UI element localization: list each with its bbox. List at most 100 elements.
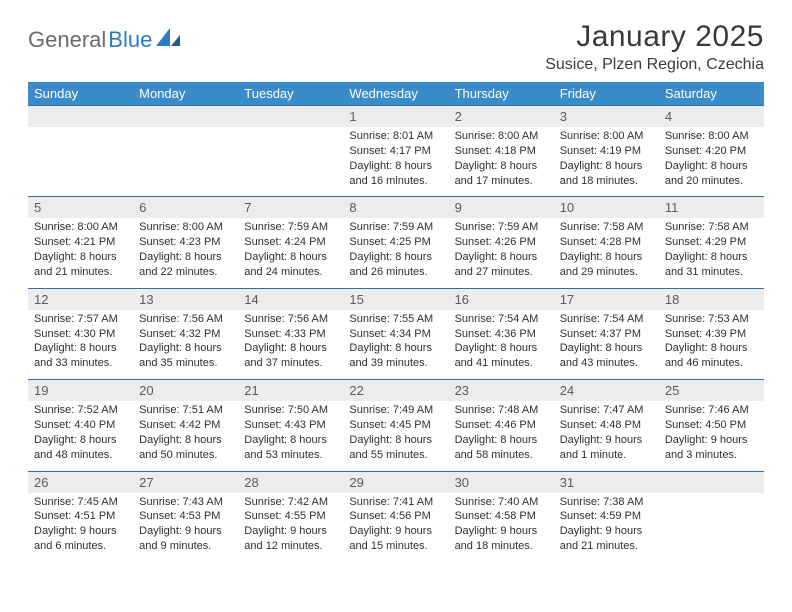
day-number-cell: 20: [133, 380, 238, 402]
day-body-cell: Sunrise: 7:54 AMSunset: 4:37 PMDaylight:…: [554, 310, 659, 380]
daylight-text: Daylight: 9 hours: [560, 524, 653, 539]
daylight-text: Daylight: 8 hours: [34, 341, 127, 356]
logo-word-2: Blue: [108, 27, 152, 53]
daylight-text: and 37 minutes.: [244, 356, 337, 371]
sunset-text: Sunset: 4:34 PM: [349, 327, 442, 342]
sunset-text: Sunset: 4:25 PM: [349, 235, 442, 250]
daylight-text: Daylight: 8 hours: [455, 341, 548, 356]
dow-wed: Wednesday: [343, 82, 448, 106]
page: GeneralBlue January 2025 Susice, Plzen R…: [0, 0, 792, 582]
sunrise-text: Sunrise: 7:55 AM: [349, 312, 442, 327]
day-body-cell: Sunrise: 7:59 AMSunset: 4:25 PMDaylight:…: [343, 218, 448, 288]
day-body-cell: Sunrise: 7:54 AMSunset: 4:36 PMDaylight:…: [449, 310, 554, 380]
day-number: 31: [560, 475, 574, 490]
dow-tue: Tuesday: [238, 82, 343, 106]
day-number-cell: 22: [343, 380, 448, 402]
day-body-cell: Sunrise: 7:43 AMSunset: 4:53 PMDaylight:…: [133, 493, 238, 562]
day-number-cell: 8: [343, 197, 448, 219]
day-number: 30: [455, 475, 469, 490]
day-number-cell: 31: [554, 471, 659, 493]
sunrise-text: Sunrise: 7:52 AM: [34, 403, 127, 418]
day-number-cell: 7: [238, 197, 343, 219]
day-number-cell: 13: [133, 288, 238, 310]
week-body-row: Sunrise: 7:52 AMSunset: 4:40 PM Daylight:…: [28, 401, 764, 471]
sunset-text: Sunset: 4:33 PM: [244, 327, 337, 342]
daylight-text: Daylight: 8 hours: [349, 433, 442, 448]
week-body-row: Sunrise: 8:01 AMSunset: 4:17 PMDaylight:…: [28, 127, 764, 197]
day-body-cell: Sunrise: 7:52 AMSunset: 4:40 PMDaylight:…: [28, 401, 133, 471]
daylight-text: and 1 minute.: [560, 448, 653, 463]
logo-sail-icon: [156, 26, 182, 53]
day-number: 3: [560, 109, 567, 124]
sunrise-text: Sunrise: 8:00 AM: [455, 129, 548, 144]
daylight-text: Daylight: 8 hours: [665, 159, 758, 174]
daylight-text: Daylight: 9 hours: [349, 524, 442, 539]
day-number: 2: [455, 109, 462, 124]
daylight-text: Daylight: 8 hours: [560, 159, 653, 174]
daylight-text: and 6 minutes.: [34, 539, 127, 554]
day-number: 24: [560, 383, 574, 398]
sunrise-text: Sunrise: 7:54 AM: [560, 312, 653, 327]
day-number-cell: 25: [659, 380, 764, 402]
day-body-cell: Sunrise: 8:00 AMSunset: 4:18 PMDaylight:…: [449, 127, 554, 197]
daylight-text: and 35 minutes.: [139, 356, 232, 371]
daylight-text: and 50 minutes.: [139, 448, 232, 463]
daylight-text: and 55 minutes.: [349, 448, 442, 463]
sunrise-text: Sunrise: 7:38 AM: [560, 495, 653, 510]
day-number-cell: [659, 471, 764, 493]
sunrise-text: Sunrise: 7:57 AM: [34, 312, 127, 327]
day-number-cell: 12: [28, 288, 133, 310]
day-number-cell: 4: [659, 106, 764, 128]
day-number-cell: 26: [28, 471, 133, 493]
day-number: 13: [139, 292, 153, 307]
day-number-cell: 30: [449, 471, 554, 493]
sunset-text: Sunset: 4:40 PM: [34, 418, 127, 433]
day-number: 23: [455, 383, 469, 398]
week-daynum-row: 567891011: [28, 197, 764, 219]
day-number-cell: [28, 106, 133, 128]
daylight-text: and 58 minutes.: [455, 448, 548, 463]
sunrise-text: Sunrise: 7:54 AM: [455, 312, 548, 327]
sunrise-text: Sunrise: 7:49 AM: [349, 403, 442, 418]
sunset-text: Sunset: 4:43 PM: [244, 418, 337, 433]
dow-fri: Friday: [554, 82, 659, 106]
sunset-text: Sunset: 4:20 PM: [665, 144, 758, 159]
day-body-cell: [133, 127, 238, 197]
title-block: January 2025 Susice, Plzen Region, Czech…: [545, 20, 764, 74]
sunrise-text: Sunrise: 8:00 AM: [139, 220, 232, 235]
day-number-cell: 3: [554, 106, 659, 128]
daylight-text: and 15 minutes.: [349, 539, 442, 554]
sunrise-text: Sunrise: 7:41 AM: [349, 495, 442, 510]
sunrise-text: Sunrise: 8:00 AM: [560, 129, 653, 144]
day-number: 22: [349, 383, 363, 398]
day-number-cell: 1: [343, 106, 448, 128]
daylight-text: Daylight: 8 hours: [665, 250, 758, 265]
daylight-text: Daylight: 8 hours: [455, 433, 548, 448]
daylight-text: Daylight: 9 hours: [455, 524, 548, 539]
day-number: 4: [665, 109, 672, 124]
sunrise-text: Sunrise: 8:00 AM: [665, 129, 758, 144]
day-body-cell: Sunrise: 7:55 AMSunset: 4:34 PMDaylight:…: [343, 310, 448, 380]
day-number: 29: [349, 475, 363, 490]
day-number-cell: 18: [659, 288, 764, 310]
day-body-cell: Sunrise: 7:46 AMSunset: 4:50 PMDaylight:…: [659, 401, 764, 471]
daylight-text: and 3 minutes.: [665, 448, 758, 463]
daylight-text: and 26 minutes.: [349, 265, 442, 280]
day-number: 10: [560, 200, 574, 215]
daylight-text: Daylight: 8 hours: [560, 250, 653, 265]
sunrise-text: Sunrise: 7:59 AM: [455, 220, 548, 235]
daylight-text: and 41 minutes.: [455, 356, 548, 371]
dow-sun: Sunday: [28, 82, 133, 106]
daylight-text: Daylight: 9 hours: [665, 433, 758, 448]
sunset-text: Sunset: 4:30 PM: [34, 327, 127, 342]
sunrise-text: Sunrise: 7:58 AM: [560, 220, 653, 235]
calendar-table: Sunday Monday Tuesday Wednesday Thursday…: [28, 82, 764, 562]
day-number-cell: 21: [238, 380, 343, 402]
day-body-cell: Sunrise: 7:41 AMSunset: 4:56 PMDaylight:…: [343, 493, 448, 562]
day-body-cell: Sunrise: 7:47 AMSunset: 4:48 PMDaylight:…: [554, 401, 659, 471]
day-number-cell: 6: [133, 197, 238, 219]
week-daynum-row: 19202122232425: [28, 380, 764, 402]
sunset-text: Sunset: 4:39 PM: [665, 327, 758, 342]
day-body-cell: Sunrise: 8:00 AMSunset: 4:20 PMDaylight:…: [659, 127, 764, 197]
sunrise-text: Sunrise: 7:53 AM: [665, 312, 758, 327]
